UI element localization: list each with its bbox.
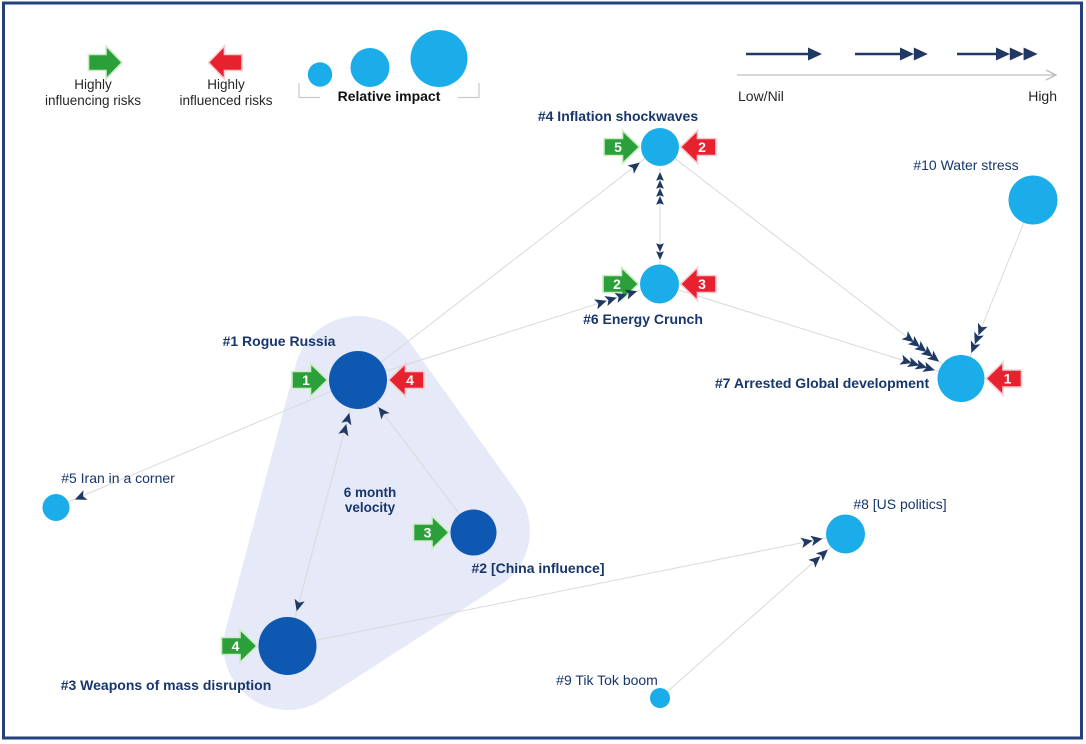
svg-text:2: 2 <box>613 276 621 292</box>
svg-text:#8 [US politics]: #8 [US politics] <box>853 496 946 512</box>
svg-text:6 month: 6 month <box>344 485 397 500</box>
svg-text:#7 Arrested Global development: #7 Arrested Global development <box>715 375 930 391</box>
svg-text:Relative impact: Relative impact <box>338 88 441 104</box>
svg-text:#1 Rogue Russia: #1 Rogue Russia <box>223 333 336 349</box>
svg-text:Low/Nil: Low/Nil <box>738 88 784 104</box>
svg-text:#9 Tik Tok boom: #9 Tik Tok boom <box>556 672 658 688</box>
svg-text:2: 2 <box>698 139 706 155</box>
svg-text:4: 4 <box>406 372 414 388</box>
svg-text:4: 4 <box>232 638 240 654</box>
svg-text:Highly: Highly <box>74 77 112 92</box>
svg-text:#2 [China influence]: #2 [China influence] <box>471 560 604 576</box>
svg-text:5: 5 <box>614 139 622 155</box>
svg-text:influencing risks: influencing risks <box>45 93 141 108</box>
svg-text:#3 Weapons of mass disruption: #3 Weapons of mass disruption <box>61 677 272 693</box>
svg-text:1: 1 <box>1004 371 1012 387</box>
svg-text:1: 1 <box>302 372 310 388</box>
svg-text:#6 Energy Crunch: #6 Energy Crunch <box>583 311 703 327</box>
svg-text:#10 Water stress: #10 Water stress <box>913 157 1018 173</box>
svg-text:#4 Inflation shockwaves: #4 Inflation shockwaves <box>538 108 698 124</box>
svg-text:velocity: velocity <box>345 500 396 515</box>
svg-text:3: 3 <box>698 276 706 292</box>
svg-text:#5 Iran in a corner: #5 Iran in a corner <box>61 470 175 486</box>
svg-text:High: High <box>1028 88 1057 104</box>
svg-text:influenced risks: influenced risks <box>179 93 272 108</box>
svg-text:Highly: Highly <box>207 77 245 92</box>
svg-text:3: 3 <box>424 525 432 541</box>
